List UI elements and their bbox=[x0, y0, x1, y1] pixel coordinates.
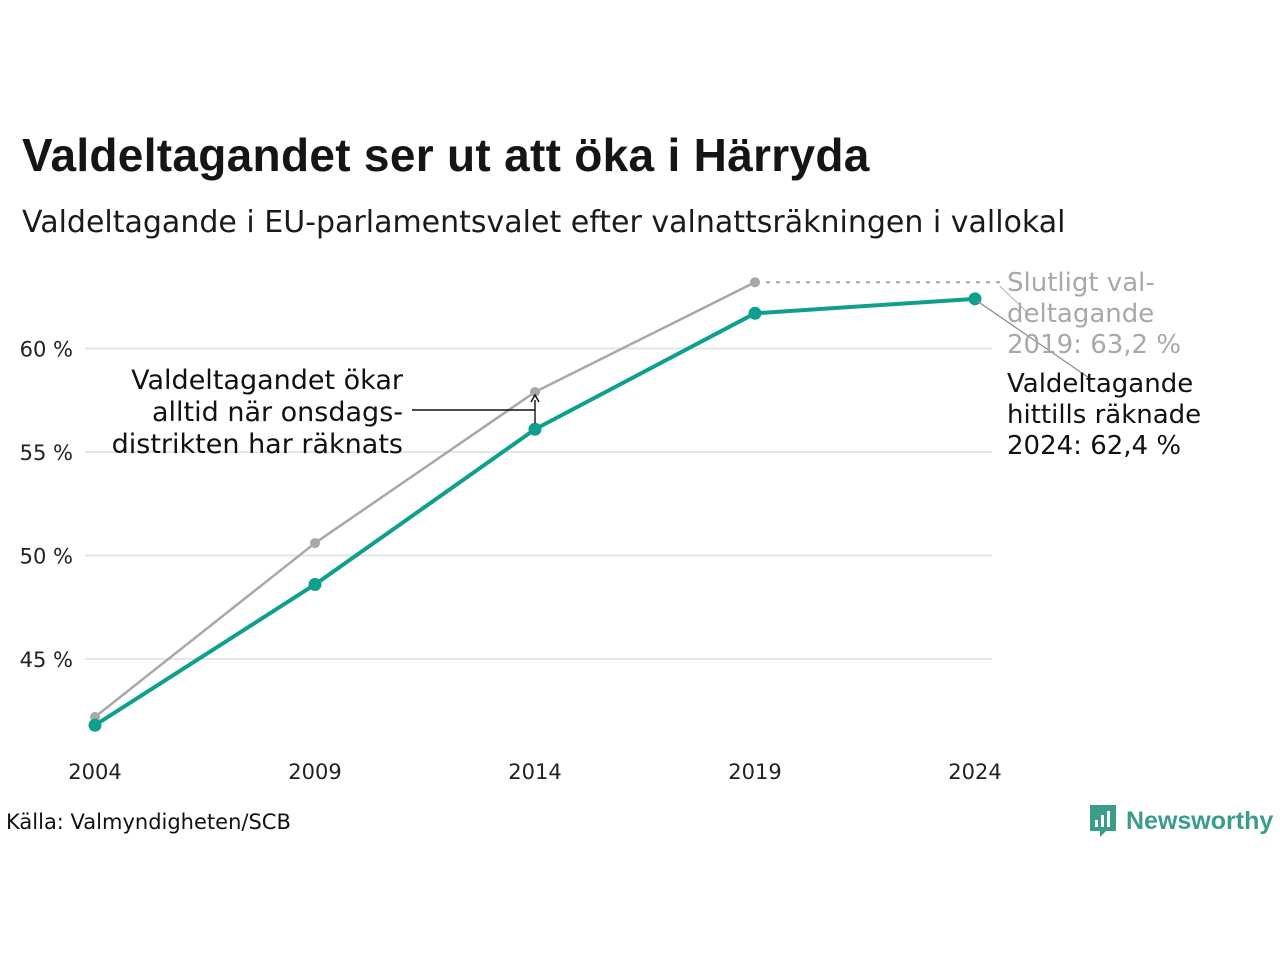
note-arrow-head bbox=[530, 393, 540, 403]
election-night-series-point bbox=[528, 422, 542, 436]
y-tick-label: 60 % bbox=[20, 338, 73, 362]
x-tick-label: 2019 bbox=[728, 760, 781, 784]
final-label-line: deltagande bbox=[1007, 299, 1154, 329]
note-label-line: alltid när onsdags- bbox=[152, 397, 403, 428]
chart-title: Valdeltagandet ser ut att öka i Härryda bbox=[22, 129, 870, 181]
x-tick-label: 2009 bbox=[288, 760, 341, 784]
election-night-series-line bbox=[93, 296, 976, 727]
final-series-point bbox=[310, 538, 320, 549]
final-series-point bbox=[530, 386, 540, 397]
y-tick-label: 55 % bbox=[20, 441, 73, 465]
note-label-line: distrikten har räknats bbox=[112, 429, 403, 460]
final-series-point bbox=[750, 277, 760, 288]
grid-lines bbox=[85, 347, 992, 660]
final-series-line bbox=[94, 281, 756, 718]
chart-subtitle: Valdeltagande i EU-parlamentsvalet efter… bbox=[22, 205, 1066, 240]
x-tick-label: 2014 bbox=[508, 760, 561, 784]
x-axis-ticks: 2004 2009 2014 2019 2024 bbox=[68, 760, 1001, 784]
final-label-line: 2019: 63,2 % bbox=[1007, 330, 1181, 360]
final-label-line: Slutligt val- bbox=[1007, 268, 1155, 298]
note-label-line: Valdeltagandet ökar bbox=[131, 365, 404, 396]
x-tick-label: 2024 bbox=[948, 760, 1001, 784]
series-group bbox=[88, 277, 1002, 732]
brand-logo[interactable]: Newsworthy bbox=[1088, 803, 1273, 839]
brand-name: Newsworthy bbox=[1126, 806, 1274, 835]
election-night-series-point bbox=[308, 577, 322, 591]
newsworthy-logo-icon bbox=[1090, 805, 1116, 837]
y-tick-label: 50 % bbox=[20, 545, 73, 569]
counted-label-line: Valdeltagande bbox=[1007, 369, 1193, 399]
source-note: Källa: Valmyndigheten/SCB bbox=[6, 810, 291, 834]
election-night-series-point bbox=[88, 718, 102, 732]
y-axis-ticks: 45 % 50 % 55 % 60 % bbox=[20, 338, 73, 673]
final-leader-line bbox=[999, 285, 1031, 316]
counted-leader-line bbox=[976, 300, 1093, 381]
x-tick-label: 2004 bbox=[68, 760, 121, 784]
election-night-series-point bbox=[968, 292, 982, 306]
election-night-series-point bbox=[748, 306, 762, 320]
counted-label-line: hittills räknade bbox=[1007, 400, 1201, 430]
counted-label-line: 2024: 62,4 % bbox=[1007, 431, 1181, 461]
y-tick-label: 45 % bbox=[20, 648, 73, 672]
